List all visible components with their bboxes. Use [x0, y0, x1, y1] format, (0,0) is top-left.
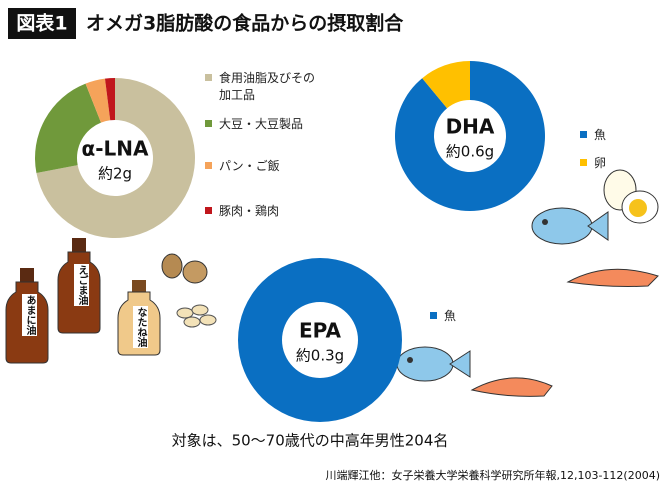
donut-title: EPA	[299, 319, 341, 343]
figure-label-box	[8, 8, 76, 39]
figure-label: 図表1	[16, 12, 67, 35]
bottle-cap	[20, 268, 34, 282]
fish-tail	[449, 350, 471, 378]
salmon	[566, 268, 659, 287]
legend-marker	[205, 207, 212, 214]
bottle-cap	[72, 238, 86, 252]
donut-title: α-LNA	[81, 137, 149, 161]
donut-slice	[36, 78, 196, 239]
bottle-label: なたね油	[133, 306, 148, 348]
salmon	[470, 377, 553, 397]
donut-subtitle: 約0.3g	[296, 347, 344, 365]
fish-tail	[587, 211, 609, 241]
donut-slice	[104, 78, 115, 121]
soybean	[191, 304, 209, 316]
donut-subtitle: 約2g	[98, 165, 132, 183]
legend-label: 魚	[594, 128, 607, 142]
legend-label: パン・ご飯	[219, 159, 280, 173]
donut-subtitle: 約0.6g	[446, 143, 494, 161]
legend-marker	[205, 74, 212, 81]
source: 川端輝江他：女子栄養大学栄養科学研究所年報,12,103-112(2004)	[325, 468, 660, 482]
legend-marker	[580, 131, 587, 138]
fish	[396, 346, 454, 382]
soybean	[199, 314, 217, 326]
legend-marker	[430, 312, 437, 319]
legend-label: 食用油脂及びその加工品	[219, 71, 316, 102]
egg-yolk	[629, 199, 647, 217]
legend-label: 魚	[444, 309, 457, 323]
donut-title: DHA	[446, 115, 495, 139]
legend-marker	[580, 159, 587, 166]
donut-slice	[395, 61, 546, 211]
donut-slice	[238, 258, 402, 422]
fish	[531, 207, 593, 245]
walnut	[182, 260, 208, 284]
soybean	[183, 316, 201, 328]
bottle-cap	[132, 280, 146, 292]
donut-slice	[34, 83, 102, 173]
legend-label: 豚肉・鶏肉	[219, 204, 280, 218]
fish-eye	[407, 357, 413, 363]
bottle-label: あまに油	[22, 294, 37, 336]
donut-slice	[85, 78, 111, 123]
note: 対象は、50〜70歳代の中高年男性204名	[172, 432, 449, 450]
fish-eye	[542, 219, 548, 225]
legend-marker	[205, 162, 212, 169]
soybean	[176, 307, 194, 319]
chart-title: オメガ3脂肪酸の食品からの摂取割合	[86, 12, 404, 35]
walnut	[161, 253, 183, 279]
legend-label: 大豆・大豆製品	[219, 117, 304, 131]
legend-marker	[205, 120, 212, 127]
legend-label: 卵	[594, 156, 607, 170]
donut-slice	[422, 61, 470, 109]
bottle-label: えごま油	[74, 264, 89, 306]
